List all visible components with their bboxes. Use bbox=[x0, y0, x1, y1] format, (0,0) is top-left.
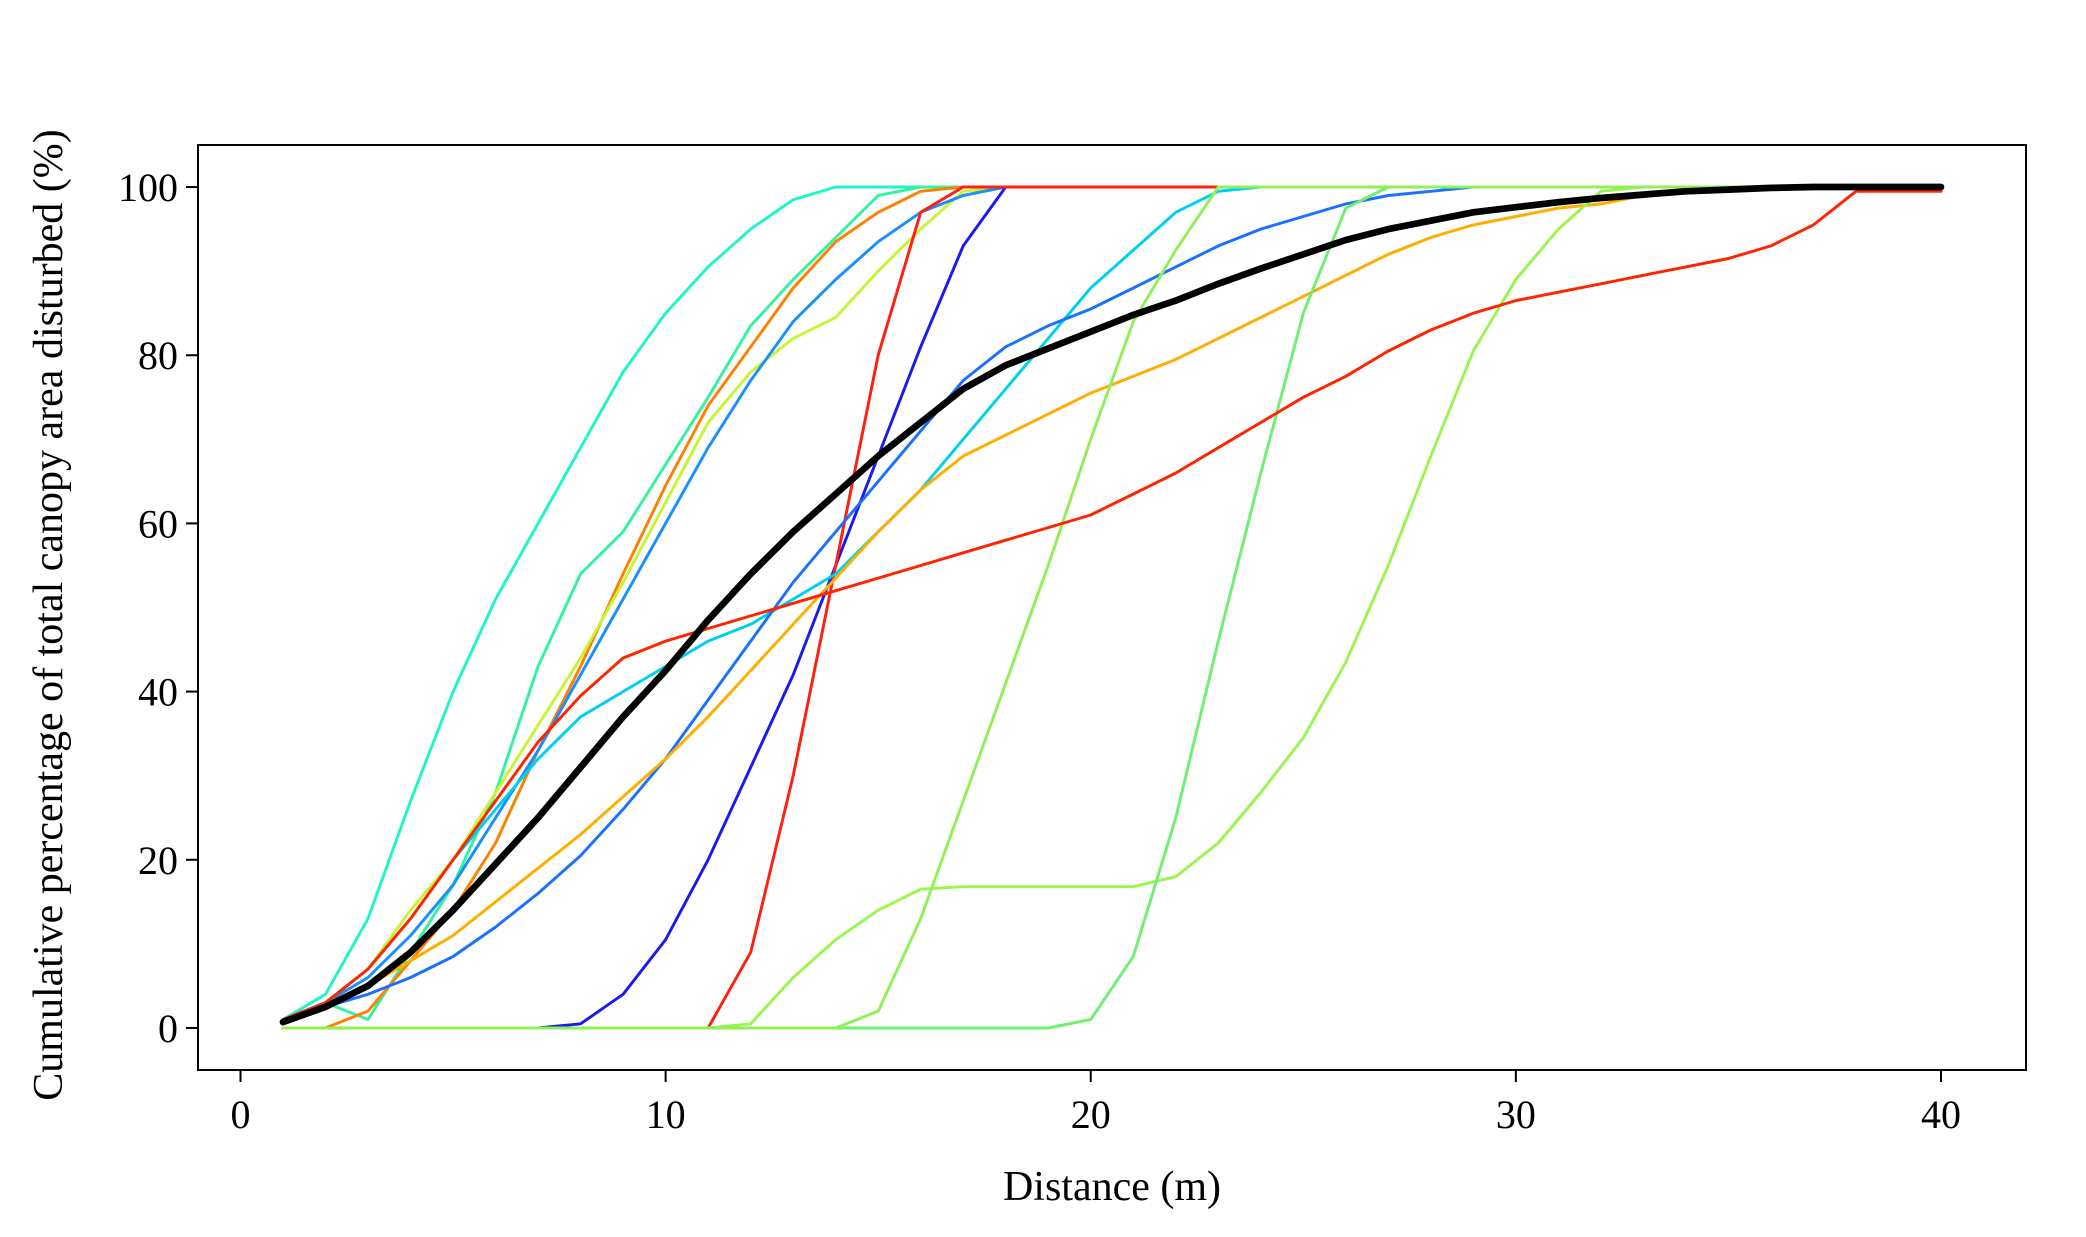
series-line-3 bbox=[281, 185, 1943, 1030]
series-line-10 bbox=[281, 185, 1943, 1026]
series-mean-line bbox=[279, 183, 1945, 1026]
y-tick-label: 60 bbox=[138, 501, 178, 546]
series-line-13 bbox=[281, 185, 1943, 1030]
x-tick-label: 10 bbox=[646, 1092, 686, 1137]
series-line-11 bbox=[281, 185, 1943, 1030]
series-line-6 bbox=[281, 185, 1943, 1030]
plot-frame bbox=[197, 144, 2027, 1071]
series-line-12 bbox=[281, 185, 1943, 1030]
series-line-1 bbox=[281, 185, 1943, 1021]
x-tick-label: 0 bbox=[231, 1092, 251, 1137]
series-line-5 bbox=[281, 185, 1943, 1021]
x-axis-label: Distance (m) bbox=[1003, 1164, 1221, 1210]
y-tick-label: 0 bbox=[158, 1006, 178, 1051]
y-tick-label: 100 bbox=[118, 165, 178, 210]
y-tick-label: 80 bbox=[138, 333, 178, 378]
series-line-9 bbox=[281, 185, 1943, 1021]
series-line-2 bbox=[281, 185, 1943, 1026]
y-axis-label: Cumulative percentage of total canopy ar… bbox=[26, 129, 72, 1100]
x-tick-label: 40 bbox=[1921, 1092, 1961, 1137]
y-axis-ticks: 0 20 40 60 80 100 bbox=[118, 165, 198, 1051]
y-tick-label: 20 bbox=[138, 838, 178, 883]
y-tick-label: 40 bbox=[138, 670, 178, 715]
series-line-14 bbox=[281, 189, 1943, 1021]
x-axis-ticks: 0 10 20 30 40 bbox=[231, 1070, 1961, 1137]
x-tick-label: 20 bbox=[1071, 1092, 1111, 1137]
series-line-8 bbox=[281, 185, 1943, 1021]
x-tick-label: 30 bbox=[1496, 1092, 1536, 1137]
series-line-4 bbox=[281, 185, 1943, 1021]
series-layer bbox=[279, 183, 1945, 1030]
series-line-7 bbox=[281, 185, 1943, 1030]
